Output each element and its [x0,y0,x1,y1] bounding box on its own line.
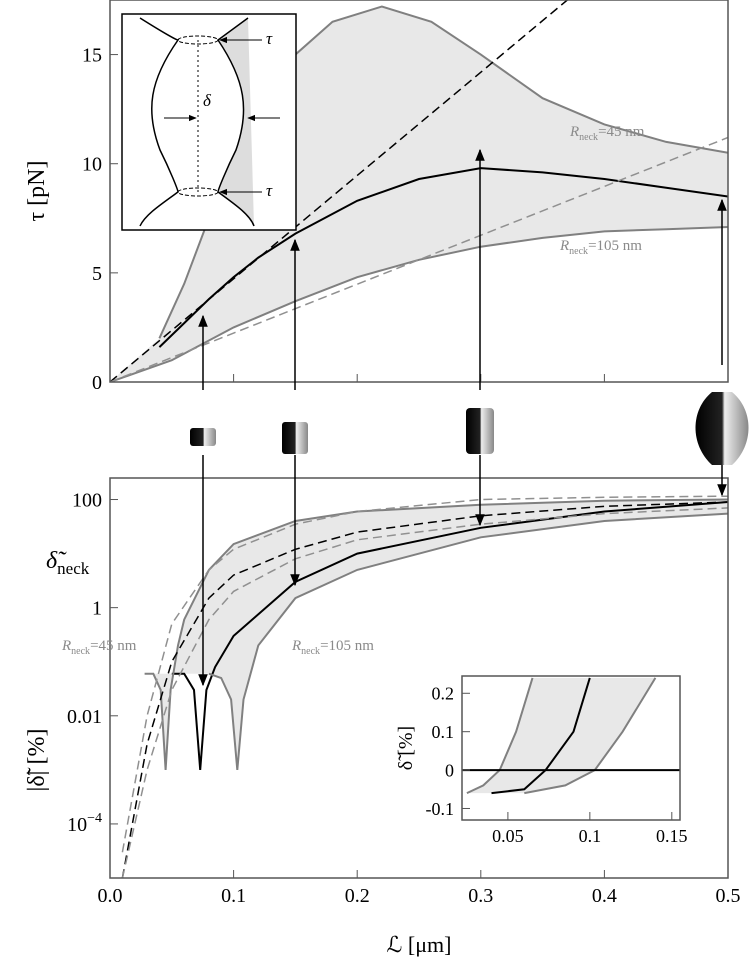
series-line [110,226,728,382]
label-value: =45 nm [598,124,645,140]
label-symbol: R [61,638,71,654]
tau-label: τ [266,181,273,200]
x-tick-label: 0.1 [221,885,246,907]
x-tick-label: 0.2 [345,885,370,907]
delta-label: δ [203,91,212,110]
connectors [190,148,749,687]
neck [177,187,219,197]
frame [109,0,729,383]
series-line [144,498,728,770]
y-axis-label: δ̃ [%] [395,726,417,770]
x-tick-label: 0.1 [579,826,602,846]
label-symbol: R [569,124,579,140]
x-tick-label: 0.15 [656,826,688,846]
x-tick-label: 0.5 [716,885,741,907]
band-fill [466,677,656,794]
membrane [216,17,255,227]
y-tick-label: 100 [72,490,102,512]
y-axis-label: δ̃neck [46,548,90,578]
y-tick-label: 5 [92,263,102,285]
curve-label: Rneck=45 nm [61,638,137,657]
y-tick-label: 15 [82,45,102,67]
plot-content [121,495,728,878]
shape-icon [466,408,494,454]
series-line [171,501,728,770]
curve-label: Rneck=45 nm [569,124,645,143]
label-subscript: neck [71,646,90,657]
y-tick-label: 0 [92,372,102,394]
schematic-frame [121,13,297,231]
curve-label: Rneck=105 nm [559,238,642,257]
y-tick-label: 10 [82,154,102,176]
series-line [110,0,568,382]
tau-label: τ [266,29,273,48]
label-value: =105 nm [588,238,642,254]
series-line [208,512,728,770]
series-line [110,136,728,382]
label-value: =45 nm [90,638,137,654]
inset-panel: 0.05 0.1 0.15 0.2 0.1 0 -0.1 δ̃ [%] [395,675,688,846]
x-tick-label: 0.3 [468,885,493,907]
y-axis-label: τ [pN] [24,161,50,222]
series-line [121,495,728,853]
tick-exponent: −4 [87,811,102,826]
membrane [139,17,180,227]
schematic: τ τ δ [121,13,297,231]
label-value: =105 nm [320,638,374,654]
shape-icon [695,392,749,465]
x-tick-label: 0.0 [98,885,123,907]
x-axis-label: ℒ [μm] [387,932,452,957]
y-axis-label: |δ̃| [%] [24,729,50,792]
y-tick-label: 1 [92,598,102,620]
label-subscript: neck [301,646,320,657]
series-line [121,507,728,878]
y-tick-label: -0.1 [426,799,455,819]
frame [109,477,729,879]
y-tick-label: 10−4 [67,811,102,836]
y-tick-label: 0.1 [432,722,455,742]
curve-label: Rneck=105 nm [291,638,374,657]
shape-icon [190,428,216,446]
label-symbol: R [291,638,301,654]
y-tick-label: 0 [445,760,454,780]
label-symbol: R [559,238,569,254]
label-subscript: neck [569,246,588,257]
series-line [121,501,728,878]
x-tick-label: 0.4 [592,885,617,907]
neck [177,35,219,45]
y-tick-label: 0.01 [67,706,102,728]
tick-base: 10 [67,814,87,836]
label-subscript: neck [579,132,598,143]
shape-icon [282,422,308,454]
band-fill [144,499,728,770]
x-tick-label: 0.05 [492,826,524,846]
label-subscript: neck [57,559,90,578]
plot-content [462,677,680,795]
y-tick-label: 0.2 [432,684,455,704]
frame [461,675,681,821]
